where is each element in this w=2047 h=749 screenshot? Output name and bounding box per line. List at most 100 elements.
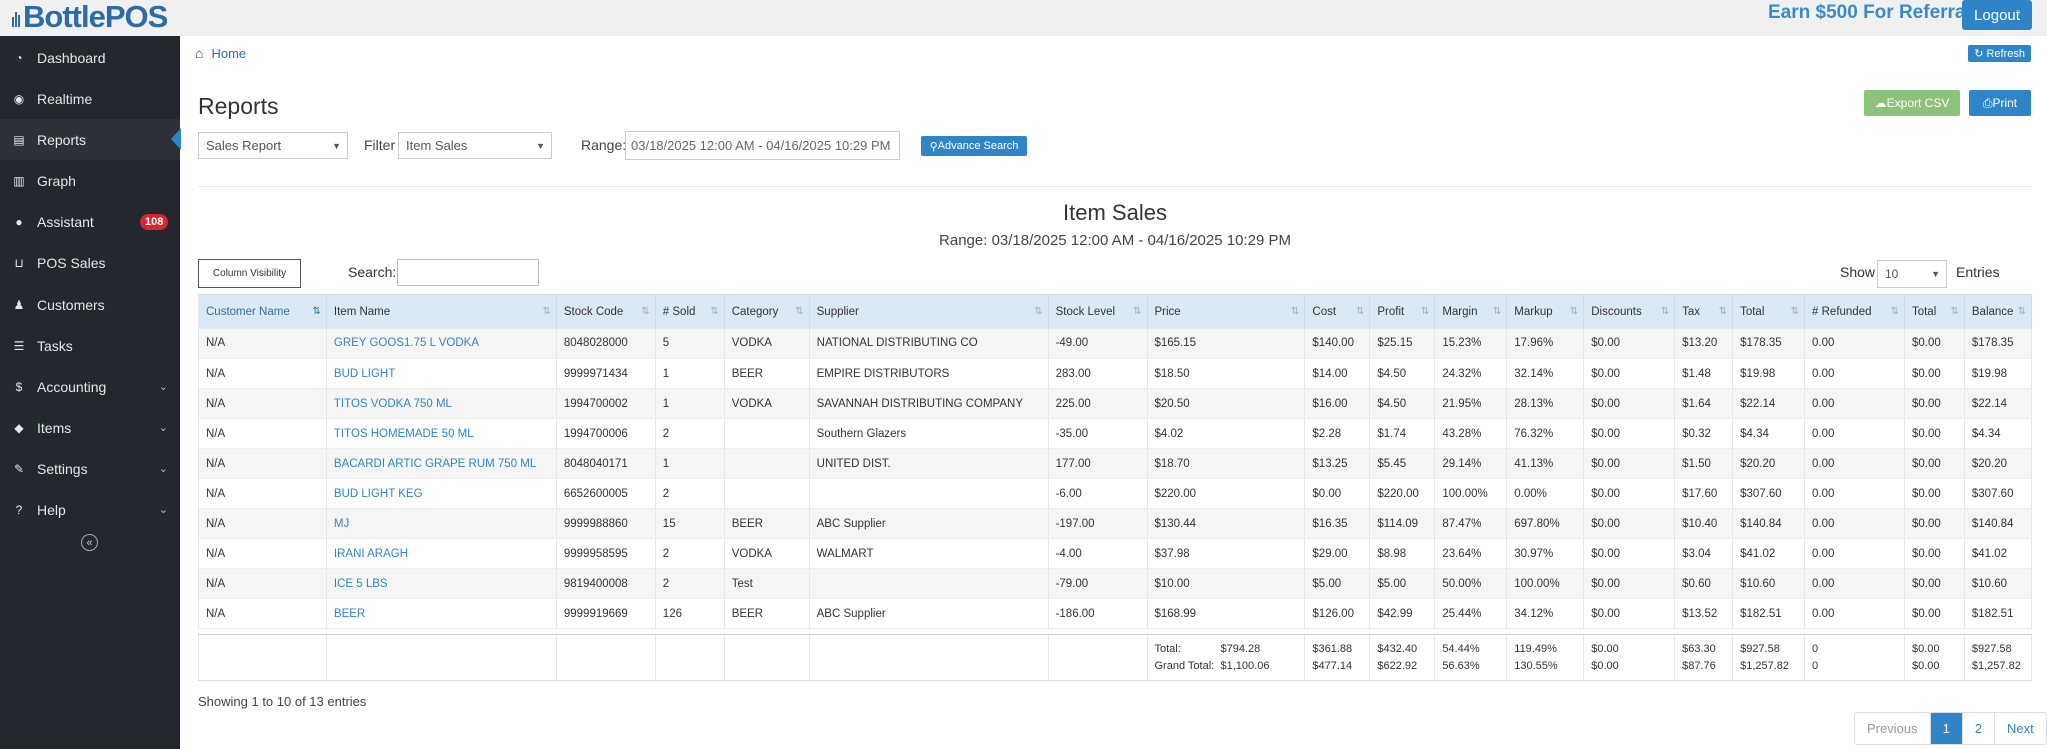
- sort-icon: ⇅: [312, 306, 321, 317]
- item-name-link[interactable]: BUD LIGHT KEG: [326, 478, 557, 509]
- referral-link[interactable]: Earn $500 For Referral: [1768, 2, 1971, 23]
- item-name-link[interactable]: ICE 5 LBS: [326, 568, 557, 599]
- item-name-link[interactable]: MJ: [326, 508, 557, 539]
- page-size-select[interactable]: 10 ▼: [1877, 260, 1947, 288]
- sidebar-item-assistant[interactable]: ● Assistant 108: [0, 201, 180, 242]
- filter-select[interactable]: Item Sales ▼: [398, 132, 552, 159]
- table-cell: $307.60: [1732, 478, 1806, 509]
- sidebar-item-items[interactable]: ◆ Items ⌄: [0, 407, 180, 448]
- sidebar-item-help[interactable]: ? Help ⌄: [0, 489, 180, 530]
- table-cell: N/A: [198, 478, 327, 509]
- column-header[interactable]: Stock Level ⇅: [1048, 294, 1148, 329]
- column-header[interactable]: Total ⇅: [1732, 294, 1806, 329]
- column-visibility-button[interactable]: Column Visibility: [198, 259, 301, 288]
- table-cell: $0.00: [1583, 418, 1676, 449]
- column-header[interactable]: Cost ⇅: [1304, 294, 1371, 329]
- pagination-next[interactable]: Next: [2007, 721, 2034, 736]
- item-name-link[interactable]: TITOS HOMEMADE 50 ML: [326, 418, 557, 449]
- grand-total-value: 130.55%: [1514, 659, 1558, 672]
- column-header[interactable]: Markup ⇅: [1506, 294, 1585, 329]
- sort-icon: ⇅: [641, 306, 650, 317]
- column-header[interactable]: Supplier ⇅: [809, 294, 1049, 329]
- item-name-link[interactable]: BEER: [326, 598, 557, 629]
- breadcrumb-home-link[interactable]: Home: [211, 45, 247, 61]
- table-search-input[interactable]: [397, 259, 539, 286]
- total-value: $361.88: [1312, 642, 1353, 655]
- sidebar-item-customers[interactable]: ♟ Customers: [0, 284, 180, 325]
- item-name-link[interactable]: IRANI ARAGH: [326, 538, 557, 569]
- sidebar-item-settings[interactable]: ✎ Settings ⌄: [0, 448, 180, 489]
- column-header[interactable]: Customer Name ⇅: [198, 294, 327, 329]
- column-header-label: Stock Level: [1055, 305, 1116, 318]
- filter-value: Item Sales: [406, 138, 468, 153]
- table-cell: $4.50: [1369, 388, 1436, 419]
- cart-icon: ⊔: [14, 255, 24, 270]
- column-header[interactable]: # Sold ⇅: [655, 294, 725, 329]
- pagination-page-1[interactable]: 1: [1930, 713, 1963, 744]
- column-header[interactable]: Profit ⇅: [1369, 294, 1436, 329]
- column-header-label: Balance: [1971, 305, 2014, 318]
- sidebar-item-reports[interactable]: ▤ Reports: [0, 119, 181, 160]
- sidebar-item-accounting[interactable]: $ Accounting ⌄: [0, 366, 180, 407]
- pagination-page-2[interactable]: 2: [1963, 713, 1996, 744]
- totals-cell: $63.30 $87.76: [1674, 634, 1734, 681]
- print-button[interactable]: ⎙ Print: [1969, 90, 2031, 116]
- column-header[interactable]: Tax ⇅: [1674, 294, 1734, 329]
- table-cell: $0.00: [1904, 508, 1965, 539]
- table-cell: 0.00: [1804, 448, 1905, 479]
- column-header-label: Profit: [1377, 305, 1405, 318]
- totals-cell: Total: $794.28 Grand Total: $1,100.06: [1147, 634, 1306, 681]
- date-range-input[interactable]: 03/18/2025 12:00 AM - 04/16/2025 10:29 P…: [625, 131, 900, 160]
- column-header[interactable]: Category ⇅: [724, 294, 810, 329]
- sidebar-item-tasks[interactable]: ☰ Tasks: [0, 325, 180, 366]
- logout-button[interactable]: Logout: [1962, 0, 2032, 30]
- column-header[interactable]: Total ⇅: [1904, 294, 1965, 329]
- column-header[interactable]: Stock Code ⇅: [556, 294, 656, 329]
- refresh-button[interactable]: ↻ Refresh: [1968, 45, 2031, 62]
- item-name-link[interactable]: GREY GOOS1.75 L VODKA: [326, 328, 557, 359]
- item-name-link[interactable]: BUD LIGHT: [326, 358, 557, 389]
- table-cell: $0.00: [1583, 478, 1676, 509]
- table-cell: $19.98: [1732, 358, 1806, 389]
- sidebar-item-graph[interactable]: ▥ Graph: [0, 160, 180, 201]
- item-name-link[interactable]: TITOS VODKA 750 ML: [326, 388, 557, 419]
- table-cell: N/A: [198, 388, 327, 419]
- sidebar-item-pos-sales[interactable]: ⊔ POS Sales: [0, 242, 180, 283]
- table-cell: $126.00: [1304, 598, 1371, 629]
- column-header[interactable]: Item Name ⇅: [326, 294, 557, 329]
- table-cell: SAVANNAH DISTRIBUTING COMPANY: [809, 388, 1049, 419]
- logo-text-2: POS: [104, 0, 168, 34]
- table-cell: 100.00%: [1434, 478, 1508, 509]
- report-type-select[interactable]: Sales Report ▼: [198, 132, 348, 159]
- total-label: Total:: [1154, 642, 1181, 655]
- advance-search-button[interactable]: ⚲ Advance Search: [921, 136, 1027, 156]
- table-cell: -79.00: [1048, 568, 1148, 599]
- chevron-down-icon: ⌄: [158, 381, 168, 393]
- column-header[interactable]: Price ⇅: [1147, 294, 1306, 329]
- column-header[interactable]: Margin ⇅: [1434, 294, 1508, 329]
- table-cell: $20.20: [1964, 448, 2033, 479]
- column-header[interactable]: Discounts ⇅: [1583, 294, 1676, 329]
- pagination-previous[interactable]: Previous: [1855, 713, 1931, 744]
- table-cell: $3.04: [1674, 538, 1734, 569]
- table-cell: 87.47%: [1434, 508, 1508, 539]
- sort-icon: ⇅: [2017, 306, 2026, 317]
- table-cell: 2: [655, 568, 725, 599]
- sidebar-item-label: Tasks: [37, 337, 73, 354]
- sort-icon: ⇅: [1291, 306, 1300, 317]
- export-csv-button[interactable]: ☁ Export CSV: [1864, 90, 1960, 116]
- column-header-label: Supplier: [816, 305, 859, 318]
- print-label: Print: [1992, 96, 2018, 110]
- table-cell: $182.51: [1964, 598, 2033, 629]
- column-header[interactable]: # Refunded ⇅: [1804, 294, 1905, 329]
- sidebar-item-realtime[interactable]: ◉ Realtime: [0, 78, 180, 119]
- item-name-link[interactable]: BACARDI ARTIC GRAPE RUM 750 ML: [326, 448, 557, 479]
- sidebar-item-dashboard[interactable]: ◔ Dashboard: [0, 37, 180, 78]
- sort-icon: ⇅: [1718, 306, 1728, 317]
- table-cell: $0.60: [1674, 568, 1734, 599]
- sidebar-collapse-icon[interactable]: «: [81, 534, 98, 551]
- column-header[interactable]: Balance ⇅: [1964, 294, 2033, 329]
- notification-badge: 108: [140, 213, 169, 230]
- table-cell: 0.00: [1804, 328, 1905, 359]
